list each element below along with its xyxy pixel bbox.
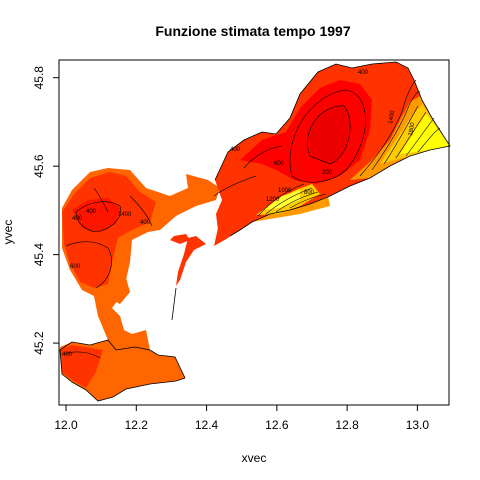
contour-labels: 400 600 400 400 400 1400 600 400 200 400… bbox=[62, 70, 416, 358]
y-tick-label: 45.4 bbox=[32, 243, 46, 267]
x-tick-label: 13.0 bbox=[406, 418, 430, 432]
contour-label: 600 bbox=[274, 161, 285, 167]
contour-label: 400 bbox=[230, 147, 241, 153]
y-tick-label: 45.8 bbox=[32, 66, 46, 90]
contour-label: 400 bbox=[86, 209, 97, 215]
y-axis-label: yvec bbox=[1, 220, 15, 245]
contour-label: 400 bbox=[72, 216, 83, 222]
plot-frame bbox=[58, 59, 450, 406]
x-tick-label: 12.2 bbox=[125, 418, 149, 432]
contour-lines bbox=[63, 79, 441, 359]
contour-label: 800 bbox=[304, 190, 315, 196]
x-tick-label: 12.6 bbox=[265, 418, 289, 432]
x-axis-label: xvec bbox=[242, 451, 267, 465]
contour-label: 1400 bbox=[388, 110, 396, 125]
contour-label: 600 bbox=[70, 264, 81, 270]
y-tick-label: 45.6 bbox=[32, 154, 46, 178]
contour-label: 1200 bbox=[266, 197, 280, 203]
contour-label: 1800 bbox=[408, 122, 416, 137]
x-tick-label: 12.8 bbox=[335, 418, 359, 432]
contour-label: 200 bbox=[322, 170, 333, 176]
chart-title: Funzione stimata tempo 1997 bbox=[155, 23, 350, 39]
contour-label: 400 bbox=[358, 70, 369, 76]
x-tick-label: 12.4 bbox=[195, 418, 219, 432]
y-axis: 45.2 45.4 45.6 45.8 bbox=[32, 66, 59, 355]
x-tick-label: 12.0 bbox=[54, 418, 78, 432]
coastline bbox=[59, 61, 451, 402]
contour-label: 1400 bbox=[118, 212, 132, 218]
contour-label: 400 bbox=[140, 220, 151, 226]
contour-label: 1000 bbox=[278, 188, 292, 194]
contour-label: 400 bbox=[62, 352, 73, 358]
y-tick-label: 45.2 bbox=[32, 331, 46, 355]
x-axis: 12.0 12.2 12.4 12.6 12.8 13.0 bbox=[54, 405, 429, 432]
